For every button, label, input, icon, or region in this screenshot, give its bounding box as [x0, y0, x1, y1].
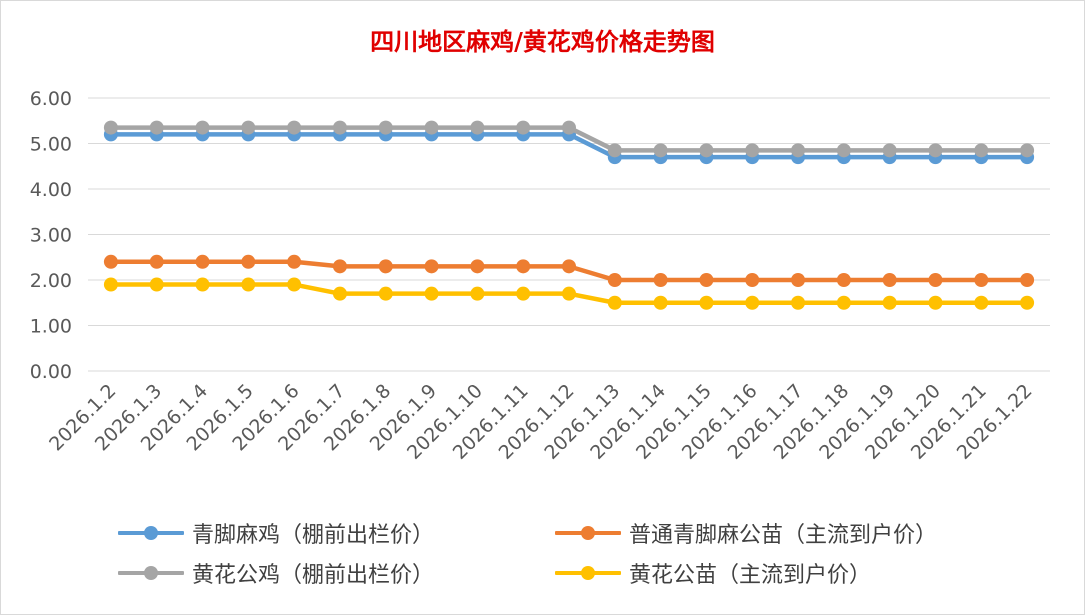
data-point: [470, 259, 485, 274]
data-point: [607, 143, 622, 158]
data-point: [562, 286, 576, 301]
data-point: [1020, 295, 1035, 310]
data-point: [516, 286, 531, 301]
data-point: [974, 295, 989, 310]
data-point: [699, 143, 714, 158]
data-point: [836, 295, 851, 310]
data-point: [149, 120, 164, 135]
data-point: [974, 143, 989, 158]
y-tick-label: 1.00: [30, 316, 72, 338]
data-point: [195, 254, 210, 269]
data-point: [470, 286, 485, 301]
data-point: [745, 143, 760, 158]
data-point: [699, 295, 714, 310]
data-point: [882, 295, 897, 310]
data-point: [424, 120, 439, 135]
data-point: [653, 295, 668, 310]
data-point: [791, 143, 806, 158]
data-point: [791, 295, 806, 310]
data-point: [1020, 143, 1035, 158]
data-point: [745, 295, 760, 310]
y-tick-label: 5.00: [30, 134, 72, 156]
data-point: [745, 273, 760, 287]
data-point: [470, 120, 485, 135]
data-point: [149, 277, 164, 292]
data-point: [241, 254, 256, 269]
y-tick-label: 6.00: [30, 88, 72, 110]
data-point: [836, 273, 851, 287]
data-point: [836, 143, 851, 158]
data-point: [424, 259, 439, 274]
data-point: [562, 120, 576, 135]
data-point: [103, 277, 118, 292]
data-point: [791, 273, 806, 287]
data-point: [149, 254, 164, 269]
data-point: [928, 295, 943, 310]
y-tick-label: 4.00: [30, 179, 72, 201]
data-point: [653, 273, 668, 287]
chart-title: 四川地区麻鸡/黄花鸡价格走势图: [370, 27, 715, 56]
y-tick-label: 0.00: [30, 361, 72, 383]
data-point: [882, 143, 897, 158]
data-point: [287, 277, 302, 292]
data-point: [241, 277, 256, 292]
data-point: [928, 273, 943, 287]
data-point: [607, 295, 622, 310]
data-point: [424, 286, 439, 301]
data-point: [195, 277, 210, 292]
data-point: [516, 259, 531, 274]
data-point: [103, 254, 118, 269]
data-point: [928, 143, 943, 158]
data-point: [974, 273, 989, 287]
data-point: [103, 120, 118, 135]
data-point: [653, 143, 668, 158]
data-point: [882, 273, 897, 287]
data-point: [378, 286, 393, 301]
data-point: [195, 120, 210, 135]
data-point: [378, 259, 393, 274]
y-tick-label: 2.00: [30, 270, 72, 292]
data-point: [287, 254, 302, 269]
data-point: [378, 120, 393, 135]
data-point: [1020, 273, 1035, 287]
data-point: [332, 259, 347, 274]
data-point: [607, 273, 622, 287]
data-point: [332, 286, 347, 301]
data-point: [516, 120, 531, 135]
data-point: [699, 273, 714, 287]
data-point: [332, 120, 347, 135]
data-point: [287, 120, 302, 135]
data-point: [241, 120, 256, 135]
y-tick-label: 3.00: [30, 225, 72, 247]
data-point: [562, 259, 576, 274]
